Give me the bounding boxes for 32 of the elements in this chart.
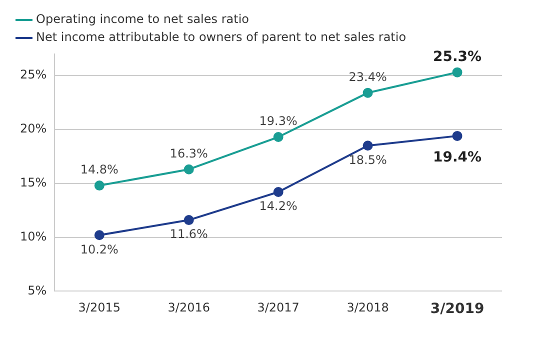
legend-label: Operating income to net sales ratio xyxy=(36,12,249,26)
data-label: 14.8% xyxy=(80,162,118,177)
point xyxy=(184,215,194,226)
data-label: 19.4% xyxy=(432,150,482,166)
x-tick-label: 3/2016 xyxy=(168,300,210,315)
data-label: 19.3% xyxy=(259,114,298,128)
y-tick-label: 5% xyxy=(28,283,47,298)
point xyxy=(94,180,104,191)
data-label: 18.5% xyxy=(348,152,387,167)
legend-label: Net income attributable to owners of parent to net sales ratio xyxy=(36,30,406,44)
x-tick-label: 3/2017 xyxy=(257,300,300,315)
y-tick-label: 25% xyxy=(20,68,47,82)
x-tick-label: 3/2018 xyxy=(346,300,389,315)
data-label: 10.2% xyxy=(80,242,118,256)
data-label: 23.4% xyxy=(348,70,387,84)
x-tick-label: 3/2019 xyxy=(430,301,484,318)
data-label: 14.2% xyxy=(259,199,298,214)
data-label: 11.6% xyxy=(170,227,208,242)
x-tick-label: 3/2015 xyxy=(78,300,121,315)
y-tick-label: 15% xyxy=(20,176,47,190)
point xyxy=(452,130,462,141)
point xyxy=(362,140,373,151)
point xyxy=(94,230,104,240)
point xyxy=(273,187,284,198)
point xyxy=(362,88,373,98)
y-tick-label: 20% xyxy=(20,122,47,136)
data-label: 16.3% xyxy=(170,146,208,160)
point xyxy=(273,132,284,142)
y-tick-label: 10% xyxy=(20,229,47,244)
point xyxy=(184,164,194,174)
data-label: 25.3% xyxy=(432,48,482,65)
point xyxy=(452,67,462,78)
